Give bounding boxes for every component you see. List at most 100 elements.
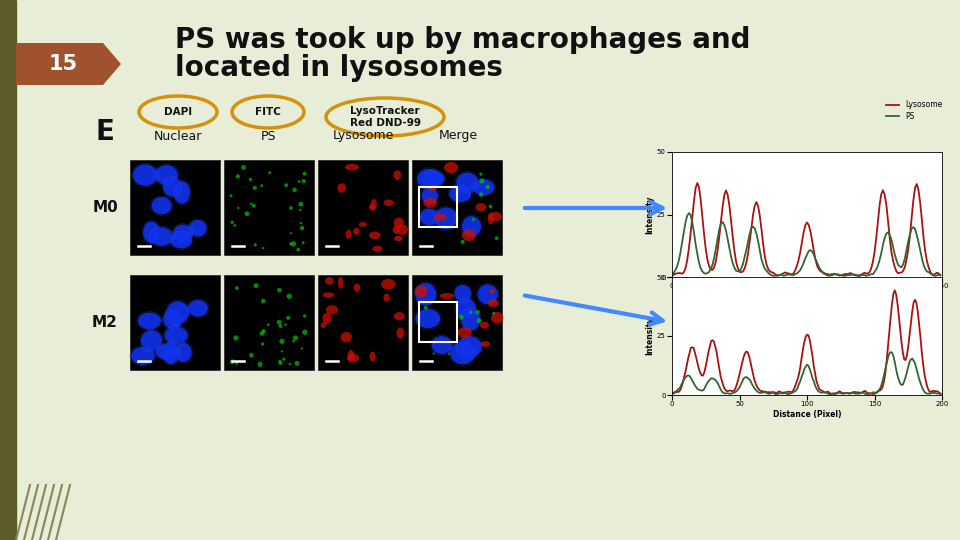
Ellipse shape — [475, 203, 486, 212]
Ellipse shape — [383, 293, 390, 302]
Ellipse shape — [298, 180, 300, 183]
Ellipse shape — [415, 285, 427, 298]
Ellipse shape — [359, 222, 367, 227]
Ellipse shape — [138, 313, 161, 329]
Ellipse shape — [341, 332, 352, 342]
Ellipse shape — [282, 357, 285, 361]
Ellipse shape — [260, 184, 263, 187]
Ellipse shape — [301, 241, 304, 244]
Ellipse shape — [280, 350, 283, 353]
Ellipse shape — [450, 342, 475, 364]
Ellipse shape — [245, 211, 250, 216]
Ellipse shape — [421, 187, 438, 204]
Text: 15: 15 — [49, 54, 78, 74]
Ellipse shape — [326, 305, 338, 314]
Ellipse shape — [163, 177, 181, 197]
Bar — [130, 160, 220, 255]
Ellipse shape — [480, 179, 485, 184]
Ellipse shape — [337, 183, 347, 193]
Ellipse shape — [253, 243, 257, 246]
Ellipse shape — [300, 226, 304, 230]
Ellipse shape — [394, 170, 401, 180]
Ellipse shape — [230, 221, 234, 224]
Text: M2: M2 — [92, 315, 118, 330]
Ellipse shape — [479, 192, 484, 197]
Ellipse shape — [394, 312, 405, 320]
Ellipse shape — [353, 227, 360, 235]
Ellipse shape — [492, 312, 495, 315]
Ellipse shape — [300, 347, 303, 350]
Ellipse shape — [252, 186, 257, 190]
Ellipse shape — [236, 174, 240, 179]
Ellipse shape — [423, 171, 444, 186]
Ellipse shape — [289, 363, 291, 365]
Ellipse shape — [155, 165, 178, 185]
Ellipse shape — [151, 227, 173, 246]
Ellipse shape — [456, 299, 476, 319]
Ellipse shape — [423, 306, 427, 310]
Ellipse shape — [488, 299, 499, 307]
Ellipse shape — [480, 322, 489, 329]
Ellipse shape — [461, 240, 465, 244]
Ellipse shape — [462, 216, 481, 237]
Ellipse shape — [432, 336, 452, 354]
Ellipse shape — [233, 224, 236, 227]
Ellipse shape — [481, 341, 490, 347]
Text: FITC: FITC — [255, 107, 281, 117]
Ellipse shape — [175, 343, 192, 362]
Ellipse shape — [278, 324, 282, 328]
Ellipse shape — [299, 202, 303, 206]
Ellipse shape — [295, 361, 300, 366]
Ellipse shape — [396, 224, 408, 235]
Bar — [318, 160, 408, 255]
Ellipse shape — [267, 323, 270, 326]
Ellipse shape — [229, 194, 232, 198]
Ellipse shape — [300, 208, 301, 211]
Ellipse shape — [229, 359, 234, 364]
Ellipse shape — [448, 353, 450, 355]
Ellipse shape — [476, 318, 482, 323]
Ellipse shape — [292, 187, 297, 192]
Ellipse shape — [454, 285, 471, 302]
Ellipse shape — [347, 354, 359, 362]
Ellipse shape — [416, 309, 441, 328]
Bar — [130, 275, 220, 370]
Ellipse shape — [290, 232, 292, 234]
Ellipse shape — [237, 207, 240, 209]
Ellipse shape — [163, 309, 182, 329]
Ellipse shape — [249, 178, 252, 181]
Ellipse shape — [462, 229, 476, 241]
Ellipse shape — [492, 312, 503, 323]
Ellipse shape — [461, 309, 480, 330]
Ellipse shape — [276, 320, 281, 325]
Ellipse shape — [494, 237, 498, 240]
Ellipse shape — [164, 327, 188, 344]
Ellipse shape — [132, 164, 157, 186]
Ellipse shape — [370, 352, 375, 362]
Ellipse shape — [472, 179, 494, 195]
Ellipse shape — [235, 286, 239, 290]
Ellipse shape — [156, 344, 178, 360]
Ellipse shape — [292, 340, 295, 342]
Ellipse shape — [440, 293, 454, 299]
Ellipse shape — [423, 198, 437, 208]
Ellipse shape — [171, 232, 192, 248]
Ellipse shape — [250, 353, 253, 357]
Ellipse shape — [459, 315, 464, 320]
Ellipse shape — [490, 289, 495, 294]
Ellipse shape — [416, 283, 436, 306]
Ellipse shape — [369, 232, 380, 239]
Bar — [224, 275, 314, 370]
Ellipse shape — [489, 212, 502, 221]
Ellipse shape — [428, 186, 436, 191]
Text: PS: PS — [260, 130, 276, 143]
Ellipse shape — [291, 241, 296, 247]
Ellipse shape — [444, 162, 458, 173]
Text: Merge: Merge — [439, 130, 477, 143]
Ellipse shape — [323, 313, 332, 324]
Ellipse shape — [420, 208, 439, 226]
Ellipse shape — [257, 362, 263, 367]
Ellipse shape — [277, 288, 281, 293]
Ellipse shape — [300, 222, 302, 224]
Bar — [420, 302, 457, 341]
